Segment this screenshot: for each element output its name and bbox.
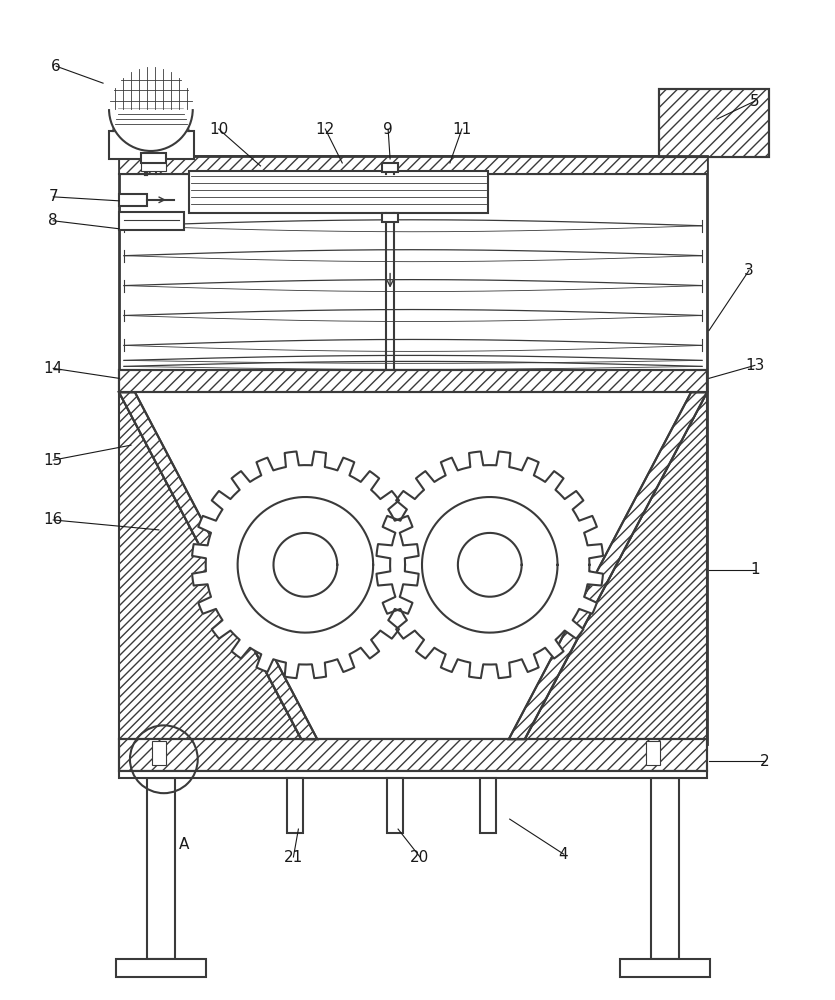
Text: 20: 20 (410, 850, 430, 865)
Bar (119, 771, 707, 778)
Text: 5: 5 (750, 94, 760, 109)
Bar (659, 89, 769, 157)
Polygon shape (377, 451, 603, 678)
Bar (620, 959, 710, 977)
Text: 10: 10 (209, 122, 228, 137)
Text: 14: 14 (43, 361, 63, 376)
Polygon shape (113, 109, 189, 131)
Polygon shape (119, 392, 317, 739)
Bar (659, 89, 769, 157)
Text: 8: 8 (48, 213, 58, 228)
Bar (651, 778, 679, 959)
Wedge shape (109, 109, 193, 151)
Bar (382, 163, 398, 172)
Text: 3: 3 (744, 263, 754, 278)
Text: 13: 13 (745, 358, 765, 373)
Text: 12: 12 (316, 122, 335, 137)
Bar (189, 171, 488, 213)
Text: 15: 15 (43, 453, 63, 468)
Text: 6: 6 (51, 59, 61, 74)
Text: 1: 1 (750, 562, 760, 577)
Bar (147, 778, 175, 959)
Bar (119, 739, 707, 771)
Bar (119, 370, 707, 392)
Text: 21: 21 (284, 850, 303, 865)
Bar (480, 778, 496, 833)
Polygon shape (524, 392, 707, 739)
Polygon shape (119, 392, 301, 739)
Bar (119, 370, 707, 392)
Bar (119, 212, 184, 230)
Text: 4: 4 (559, 847, 569, 862)
Text: 7: 7 (48, 189, 58, 204)
Text: A: A (179, 837, 189, 852)
Bar (119, 739, 707, 771)
Polygon shape (509, 392, 707, 739)
Bar (116, 959, 205, 977)
Bar (119, 194, 147, 206)
Polygon shape (458, 533, 522, 597)
Polygon shape (274, 533, 337, 597)
Bar (287, 778, 303, 833)
Bar (109, 131, 194, 159)
Bar (141, 163, 166, 171)
Text: 16: 16 (43, 512, 63, 527)
Bar (119, 156, 707, 174)
Bar (119, 156, 707, 744)
Bar (646, 741, 660, 765)
Bar (152, 741, 166, 765)
Bar (387, 778, 403, 833)
Text: 2: 2 (760, 754, 770, 769)
Bar (141, 153, 166, 163)
Bar (301, 739, 524, 745)
Polygon shape (192, 451, 418, 678)
Bar (382, 213, 398, 222)
Text: 9: 9 (383, 122, 393, 137)
Text: 11: 11 (453, 122, 472, 137)
